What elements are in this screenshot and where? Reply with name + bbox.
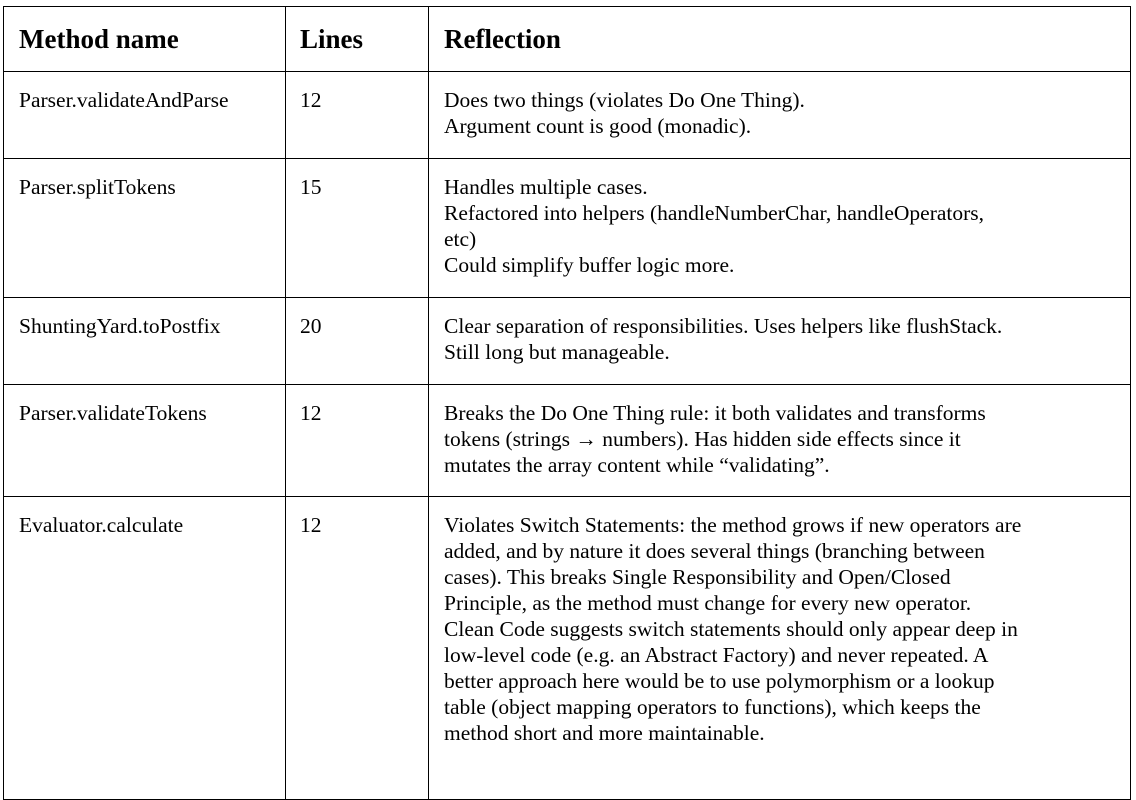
table-row: Parser.splitTokens 15 Handles multiple c… <box>3 158 1131 298</box>
reflection-line: added, and by nature it does several thi… <box>444 539 985 563</box>
reflection-line: cases). This breaks Single Responsibilit… <box>444 565 951 589</box>
reflection-cell: Does two things (violates Do One Thing).… <box>428 71 1131 159</box>
reflection-line: etc) <box>444 227 477 251</box>
lines-cell: 20 <box>285 297 429 385</box>
reflection-line: Argument count is good (monadic). <box>444 114 752 138</box>
reflection-line: better approach here would be to use pol… <box>444 669 995 693</box>
method-cell: Parser.validateAndParse <box>3 71 286 159</box>
reflection-line: method short and more maintainable. <box>444 721 765 745</box>
reflection-line: Breaks the Do One Thing rule: it both va… <box>444 401 986 425</box>
lines-cell: 12 <box>285 384 429 497</box>
reflection-line: Violates Switch Statements: the method g… <box>444 513 1022 537</box>
header-method-name: Method name <box>3 6 286 72</box>
reflection-cell: Handles multiple cases. Refactored into … <box>428 158 1131 298</box>
method-cell: ShuntingYard.toPostfix <box>3 297 286 385</box>
table-row: Parser.validateAndParse 12 Does two thin… <box>3 71 1131 159</box>
method-cell: Evaluator.calculate <box>3 496 286 800</box>
reflection-line: Principle, as the method must change for… <box>444 591 972 615</box>
lines-cell: 15 <box>285 158 429 298</box>
lines-cell: 12 <box>285 71 429 159</box>
table-header-row: Method name Lines Reflection <box>3 6 1131 72</box>
table-row: Parser.validateTokens 12 Breaks the Do O… <box>3 384 1131 497</box>
reflection-cell: Clear separation of responsibilities. Us… <box>428 297 1131 385</box>
header-lines: Lines <box>285 6 429 72</box>
lines-cell: 12 <box>285 496 429 800</box>
reflection-line: Clean Code suggests switch statements sh… <box>444 617 1018 641</box>
reflection-line: table (object mapping operators to funct… <box>444 695 981 719</box>
reflection-line: tokens (strings → numbers). Has hidden s… <box>444 427 961 451</box>
table-row: Evaluator.calculate 12 Violates Switch S… <box>3 496 1131 800</box>
reflection-line: Refactored into helpers (handleNumberCha… <box>444 201 985 225</box>
reflection-line: low-level code (e.g. an Abstract Factory… <box>444 643 989 667</box>
reflection-line: Handles multiple cases. <box>444 175 648 199</box>
method-cell: Parser.validateTokens <box>3 384 286 497</box>
method-cell: Parser.splitTokens <box>3 158 286 298</box>
reflection-line: Still long but manageable. <box>444 340 670 364</box>
method-reflection-table-wrapper: Method name Lines Reflection Parser.vali… <box>3 6 1131 800</box>
reflection-line: mutates the array content while “validat… <box>444 453 830 477</box>
reflection-line: Could simplify buffer logic more. <box>444 253 735 277</box>
method-reflection-table: Method name Lines Reflection Parser.vali… <box>3 6 1131 800</box>
reflection-cell: Violates Switch Statements: the method g… <box>428 496 1131 800</box>
reflection-line: Does two things (violates Do One Thing). <box>444 88 805 112</box>
reflection-line: Clear separation of responsibilities. Us… <box>444 314 1003 338</box>
reflection-cell: Breaks the Do One Thing rule: it both va… <box>428 384 1131 497</box>
table-row: ShuntingYard.toPostfix 20 Clear separati… <box>3 297 1131 385</box>
header-reflection: Reflection <box>428 6 1131 72</box>
